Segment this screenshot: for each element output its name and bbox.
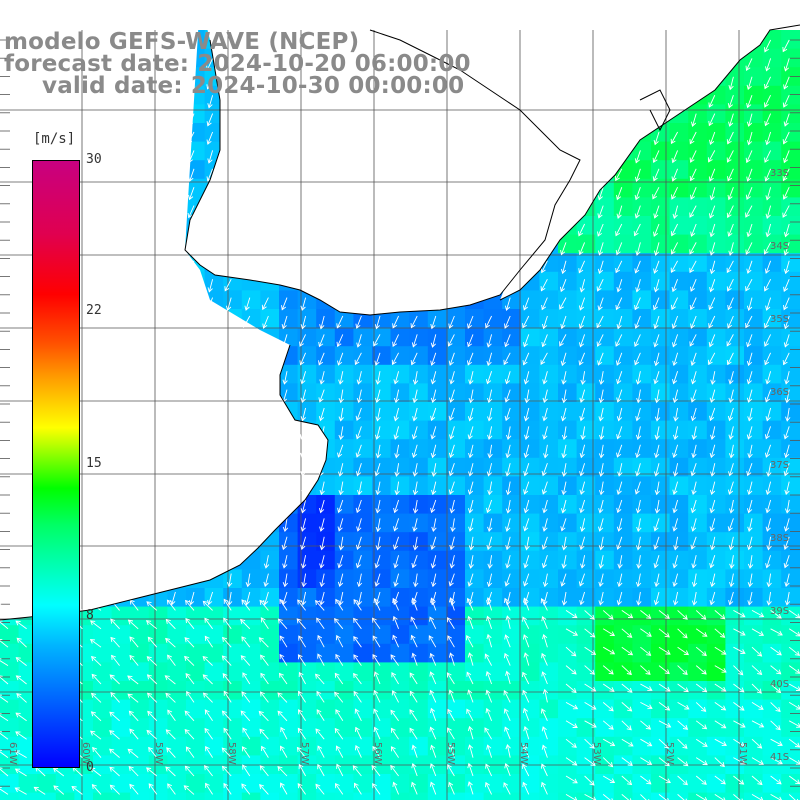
lon-label: 56W (372, 742, 383, 765)
colorbar-tick-22: 22 (86, 303, 102, 318)
graticule-labels: 33S 34S 35S 36S 37S 38S 39S 40S 41S 61W 60W 59W 58W 5… (7, 168, 789, 765)
lon-label: 52W (664, 742, 675, 765)
colorbar-tick-30: 30 (86, 152, 102, 167)
lon-label: 53W (591, 742, 602, 765)
colorbar-tick-15: 15 (86, 456, 102, 471)
lat-label: 41S (770, 752, 789, 763)
lat-label: 35S (770, 314, 789, 325)
lat-label: 33S (770, 168, 789, 179)
wind-vectors (0, 39, 800, 800)
colorbar-gradient (32, 160, 80, 768)
colorbar-tick-8: 8 (86, 608, 94, 623)
graticule (0, 30, 800, 800)
model-title: modelo GEFS-WAVE (NCEP) (4, 29, 360, 55)
colorbar-tick-0: 0 (86, 760, 94, 775)
lon-label: 57W (299, 742, 310, 765)
lat-label: 37S (770, 460, 789, 471)
lat-label: 36S (770, 387, 789, 398)
lat-label: 34S (770, 241, 789, 252)
lat-label: 39S (770, 606, 789, 617)
lat-label: 40S (770, 679, 789, 690)
colorbar-unit: [m/s] (33, 131, 76, 147)
lon-label: 58W (226, 742, 237, 765)
lon-label: 59W (153, 742, 164, 765)
lon-label: 60W (80, 742, 91, 765)
lon-label: 54W (518, 742, 529, 765)
lon-label: 51W (737, 742, 748, 765)
lat-label: 38S (770, 533, 789, 544)
forecast-date: forecast date: 2024-10-20 06:00:00 (4, 51, 471, 77)
valid-date: valid date: 2024-10-30 00:00:00 (42, 73, 465, 99)
lon-label: 61W (7, 742, 18, 765)
lon-label: 55W (445, 742, 456, 765)
coastline (0, 24, 800, 621)
